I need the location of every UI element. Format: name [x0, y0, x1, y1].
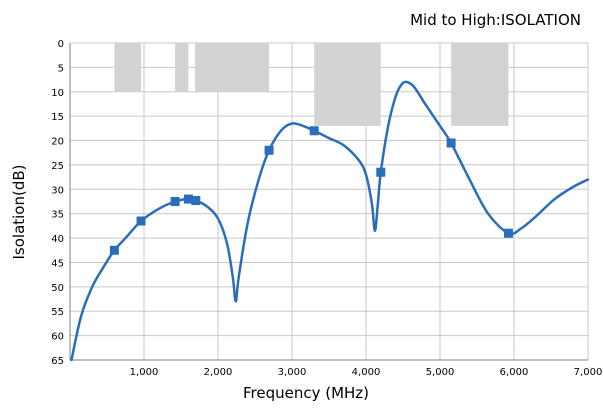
y-tick-label: 55: [51, 307, 64, 318]
x-tick-label: 5,000: [426, 367, 455, 378]
x-tick-label: 4,000: [352, 367, 381, 378]
data-point-marker: [264, 145, 274, 155]
y-tick-label: 15: [51, 112, 64, 123]
data-point-marker: [170, 197, 180, 206]
data-point-marker: [376, 167, 386, 177]
x-tick-label: 2,000: [204, 367, 233, 378]
x-axis-ticks: 1,000 2,000 3,000 4,000 5,000 6,000 7,000: [130, 367, 603, 378]
y-tick-label: 35: [51, 210, 64, 221]
y-tick-label: 5: [58, 63, 64, 74]
y-tick-label: 50: [51, 283, 64, 294]
y-tick-label: 25: [51, 161, 64, 172]
spec-band: [195, 43, 270, 92]
y-tick-label: 20: [51, 137, 64, 148]
y-axis-label: Isolation(dB): [10, 164, 28, 259]
y-tick-label: 10: [51, 88, 64, 99]
x-tick-label: 6,000: [500, 367, 529, 378]
y-tick-label: 40: [51, 234, 64, 245]
axes: [69, 43, 588, 361]
y-tick-label: 0: [58, 39, 64, 50]
data-point-marker: [503, 228, 513, 238]
data-point-marker: [191, 196, 201, 206]
data-markers: [109, 126, 513, 255]
data-point-marker: [109, 245, 119, 255]
chart-title: Mid to High:ISOLATION: [410, 11, 581, 29]
spec-band: [451, 43, 509, 126]
spec-bands: [114, 43, 509, 126]
data-point-marker: [446, 138, 456, 148]
x-tick-label: 1,000: [130, 367, 159, 378]
x-tick-label: 3,000: [278, 367, 307, 378]
y-axis-ticks: 0 5 10 15 20 25 30 35 40 45 50 55 60 65: [51, 39, 64, 367]
data-point-marker: [183, 194, 193, 204]
data-point-marker: [136, 216, 146, 226]
data-point-marker: [309, 126, 319, 136]
y-tick-label: 30: [51, 185, 64, 196]
x-tick-label: 7,000: [574, 367, 603, 378]
spec-band: [314, 43, 381, 126]
y-tick-label: 45: [51, 258, 64, 269]
spec-band: [175, 43, 189, 92]
y-tick-label: 60: [51, 332, 64, 343]
spec-band: [114, 43, 142, 92]
y-tick-label: 65: [51, 356, 64, 367]
x-axis-label: Frequency (MHz): [243, 384, 369, 402]
